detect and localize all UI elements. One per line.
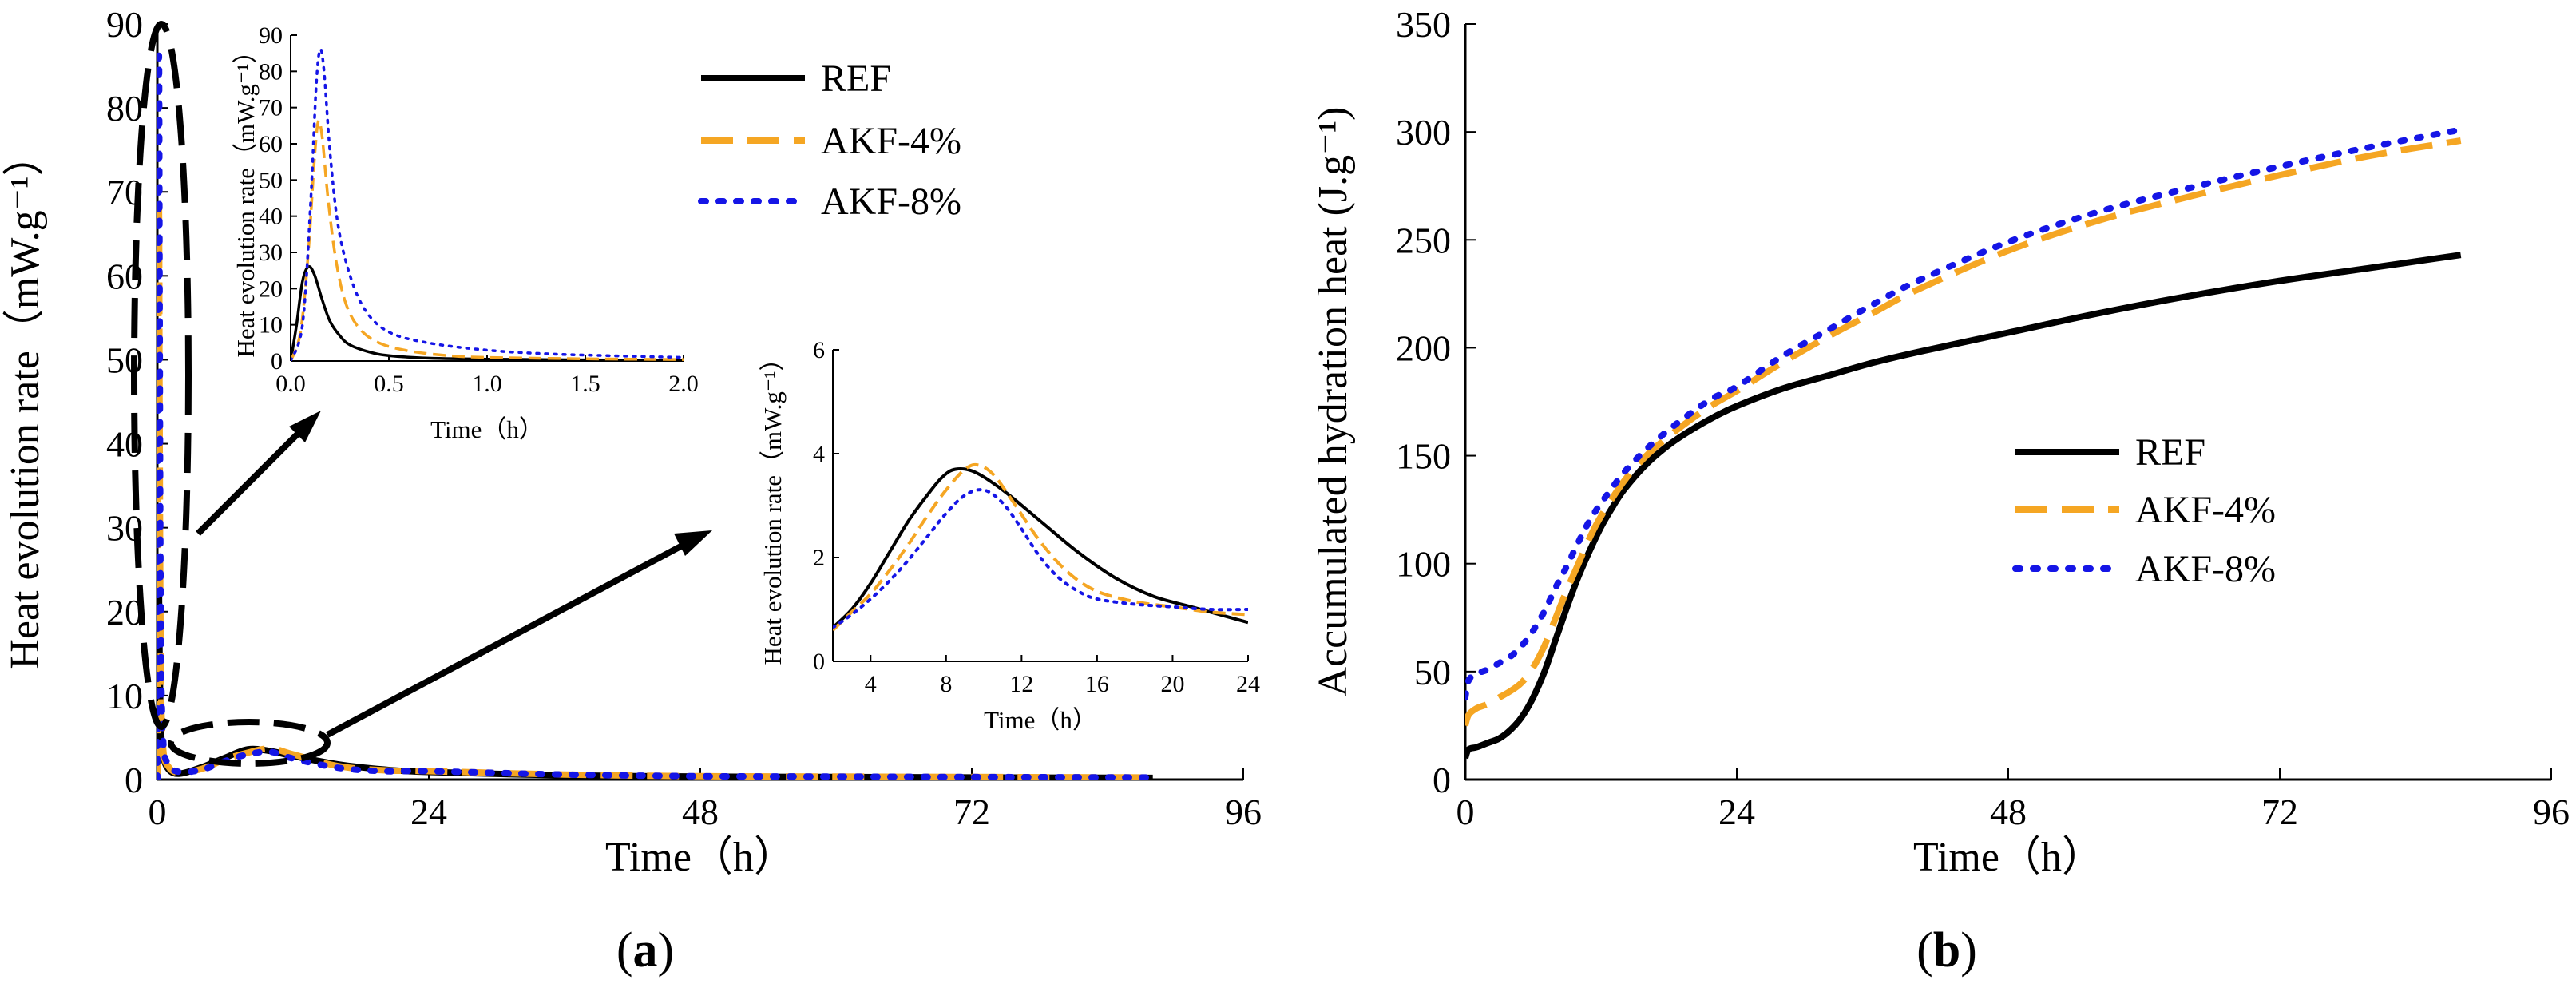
a-inset-early-x-tick-label: 0.5	[374, 371, 404, 397]
a-main-y-tick-label: 90	[106, 4, 143, 45]
b-y-tick-label: 150	[1396, 436, 1451, 477]
a-inset-late-y-tick-label: 6	[813, 337, 825, 363]
a-main-series-ref	[157, 564, 1153, 780]
a-inset-early-y-axis-label: Heat evolution rate（mW.g⁻¹）	[232, 38, 260, 357]
a-inset-late-y-tick-label: 0	[813, 649, 825, 675]
zoom-annotations	[131, 21, 712, 767]
b-y-tick-label: 200	[1396, 327, 1451, 368]
a-inset-late-y-tick-label: 4	[813, 441, 825, 467]
a-inset-late-x-tick-label: 16	[1085, 671, 1109, 697]
a-inset-late-series-ref	[833, 466, 1248, 629]
legend-a-akf4-label: AKF-4%	[821, 120, 961, 162]
b-x-tick-label: 0	[1456, 792, 1475, 832]
arrow-to-early-inset	[196, 419, 312, 536]
a-main-y-tick-label: 0	[125, 760, 143, 800]
a-inset-late-x-tick-label: 24	[1236, 671, 1260, 697]
b-series-akf-4pct	[1465, 137, 2462, 727]
b-y-tick-label: 50	[1414, 652, 1451, 692]
a-inset-early-y-tick-label: 60	[259, 131, 283, 157]
a-inset-late-x-tick-label: 4	[865, 671, 877, 697]
a-inset-early-y-tick-label: 40	[259, 204, 283, 230]
a-inset-early-series-ref	[291, 265, 684, 361]
a-main-x-tick-label: 48	[682, 792, 719, 832]
a-main-y-tick-label: 10	[106, 676, 143, 716]
a-main-y-tick-label: 50	[106, 339, 143, 380]
b-y-axis-label: Accumulated hydration heat (J.g⁻¹)	[1310, 106, 1356, 696]
panel-label-a: (a)	[616, 923, 674, 978]
a-inset-early-x-tick-label: 1.5	[570, 371, 600, 397]
legend-b-akf4-label: AKF-4%	[2135, 489, 2276, 531]
a-inset-late-x-tick-label: 20	[1160, 671, 1184, 697]
arrow-to-late-inset	[326, 540, 688, 738]
a-inset-early-x-tick-label: 2.0	[668, 371, 699, 397]
b-y-tick-label: 300	[1396, 112, 1451, 153]
b-y-tick-label: 0	[1433, 760, 1451, 800]
b-y-tick-label: 100	[1396, 544, 1451, 585]
a-inset-early-y-tick-label: 30	[259, 240, 283, 266]
legend-b-akf8-label: AKF-8%	[2135, 548, 2276, 590]
a-inset-late-y-axis-label: Heat evolution rate（mW.g⁻¹）	[759, 346, 787, 665]
a-main-series-group	[157, 52, 1156, 780]
a-inset-late-y-tick-label: 2	[813, 545, 825, 571]
legend-b: REF AKF-4% AKF-8%	[2012, 431, 2276, 590]
b-x-tick-label: 96	[2533, 792, 2570, 832]
a-inset-early-y-tick-label: 70	[259, 95, 283, 121]
b-series-ref	[1465, 252, 2462, 760]
a-main-series-akf-8pct	[157, 52, 1156, 780]
b-y-tick-label: 250	[1396, 220, 1451, 260]
a-inset-late-x-axis-label: Time（h）	[984, 706, 1097, 734]
a-inset-early-y-tick-label: 0	[271, 348, 283, 375]
a-inset-late-series-akf-4pct	[833, 462, 1248, 632]
a-inset-late-series-group	[833, 462, 1248, 632]
a-main-x-axis-label: Time（h）	[605, 835, 795, 880]
b-x-axis-label: Time（h）	[1913, 835, 2103, 880]
a-inset-early-x-tick-label: 1.0	[472, 371, 502, 397]
arrow-head-late	[674, 530, 712, 556]
a-inset-late-x-tick-label: 12	[1009, 671, 1033, 697]
a-inset-early-y-tick-label: 20	[259, 276, 283, 302]
a-main-x-tick-label: 0	[149, 792, 167, 832]
a-inset-early-y-tick-label: 50	[259, 167, 283, 193]
chart-b: 0 24 48 72 96 0 50 100 150 200 250 300 350 Time（h） Acc…	[1310, 4, 2570, 880]
legend-b-ref-label: REF	[2135, 431, 2205, 474]
b-x-tick-label: 48	[1990, 792, 2027, 832]
zoom-ellipse-early	[131, 21, 192, 730]
b-x-tick-label: 24	[1718, 792, 1755, 832]
legend-a-akf8-label: AKF-8%	[821, 181, 961, 223]
chart-a-inset-early: 0.0 0.5 1.0 1.5 2.0 0 10 20 30 40 50 60 70 80 90 Time（h…	[232, 22, 699, 443]
b-series-akf-8pct	[1465, 126, 2464, 701]
a-inset-late-series-akf-8pct	[833, 488, 1248, 629]
a-inset-early-y-tick-label: 90	[259, 22, 283, 49]
a-inset-early-y-tick-label: 10	[259, 312, 283, 339]
a-inset-late-x-tick-label: 8	[940, 671, 952, 697]
a-main-x-tick-label: 24	[410, 792, 447, 832]
a-main-x-tick-label: 96	[1225, 792, 1262, 832]
a-inset-early-series-group	[291, 47, 684, 361]
a-main-x-tick-label: 72	[953, 792, 990, 832]
a-inset-early-x-axis-label: Time（h）	[430, 415, 544, 443]
a-main-y-axis-label: Heat evolution rate（mW.g⁻¹）	[2, 134, 48, 669]
panel-label-b: (b)	[1916, 923, 1977, 978]
a-main-y-tick-label: 80	[106, 88, 143, 129]
chart-a-main: 0 24 48 72 960102030405060708090Time（h）Heat …	[2, 4, 1262, 880]
a-inset-early-x-tick-label: 0.0	[275, 371, 306, 397]
arrow-head-early	[289, 411, 321, 442]
b-x-tick-label: 72	[2261, 792, 2298, 832]
b-y-tick-label: 350	[1396, 4, 1451, 45]
a-main-y-tick-label: 20	[106, 592, 143, 633]
zoom-ellipse-late	[168, 719, 331, 767]
a-inset-early-series-akf-8pct	[291, 47, 684, 361]
a-inset-early-series-akf-4pct	[291, 119, 684, 361]
b-series-group	[1465, 126, 2464, 760]
legend-a-ref-label: REF	[821, 58, 891, 100]
legend-a: REF AKF-4% AKF-8%	[698, 58, 961, 223]
a-inset-early-y-tick-label: 80	[259, 58, 283, 85]
